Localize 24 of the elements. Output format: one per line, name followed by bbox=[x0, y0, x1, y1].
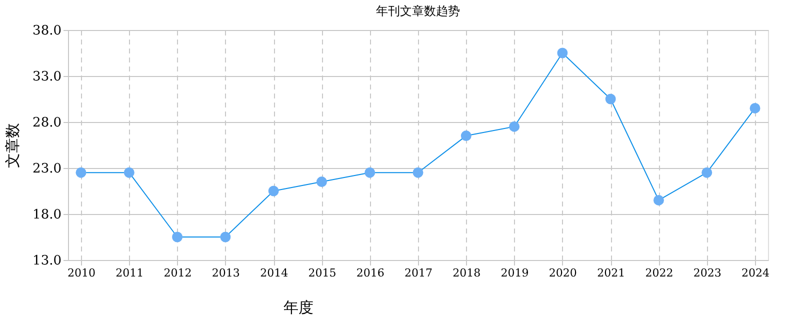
y-tick-label: 18.0 bbox=[32, 208, 62, 222]
x-tick-label: 2017 bbox=[404, 266, 432, 280]
y-tick-label: 28.0 bbox=[32, 116, 62, 130]
x-tick-label: 2013 bbox=[212, 266, 240, 280]
x-tick-label: 2023 bbox=[693, 266, 722, 280]
x-tick-label: 2016 bbox=[356, 266, 384, 280]
x-tick-label: 2015 bbox=[308, 266, 336, 280]
x-tick-label: 2020 bbox=[548, 266, 577, 280]
x-tick-label: 2018 bbox=[452, 266, 481, 280]
y-tick-label: 33.0 bbox=[32, 70, 62, 84]
y-tick-label: 23.0 bbox=[32, 162, 62, 176]
x-tick-label: 2024 bbox=[742, 266, 770, 280]
x-tick-label: 2011 bbox=[116, 266, 144, 280]
x-tick-label: 2012 bbox=[164, 266, 192, 280]
y-tick-label: 13.0 bbox=[32, 254, 62, 268]
x-tick-label: 2022 bbox=[645, 266, 674, 280]
x-tick-label: 2014 bbox=[260, 266, 288, 280]
y-tick-label: 38.0 bbox=[32, 24, 62, 38]
x-axis-title: 年度 bbox=[284, 298, 314, 316]
y-axis-title: 文章数 bbox=[4, 123, 22, 168]
x-tick-label: 2010 bbox=[68, 266, 96, 280]
chart-title: 年刊文章数趋势 bbox=[376, 4, 460, 18]
x-tick-label: 2019 bbox=[500, 266, 529, 280]
x-tick-label: 2021 bbox=[597, 266, 626, 280]
